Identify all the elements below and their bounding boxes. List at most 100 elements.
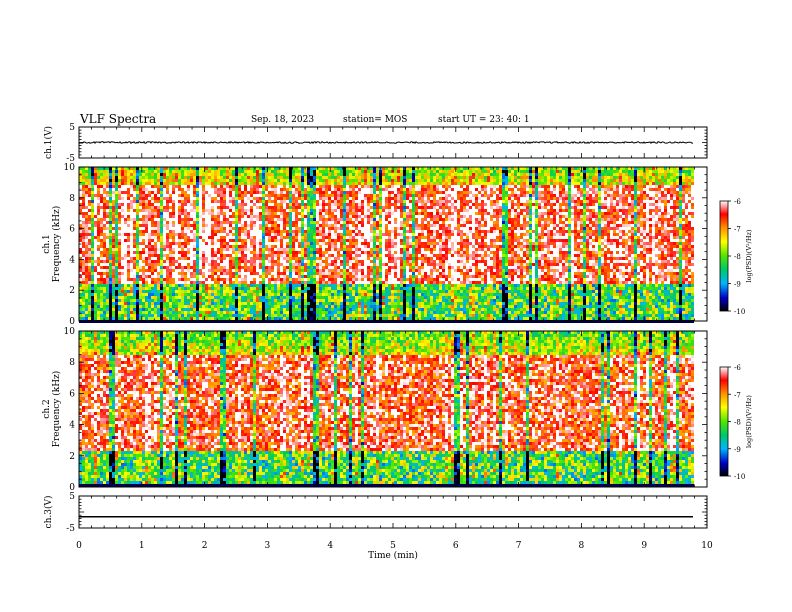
spectrogram-cell <box>187 185 190 188</box>
spectrogram-cell <box>229 287 232 290</box>
spectrogram-cell <box>337 293 340 296</box>
spectrogram-cell <box>181 224 184 227</box>
spectrogram-cell <box>325 302 328 305</box>
spectrogram-cell <box>346 311 349 314</box>
spectrogram-cell <box>118 176 121 179</box>
spectrogram-cell <box>301 263 304 266</box>
spectrogram-cell <box>283 275 286 278</box>
spectrogram-cell <box>151 200 154 203</box>
spectrogram-cell <box>265 275 268 278</box>
spectrogram-cell <box>163 188 166 191</box>
spectrogram-cell <box>337 266 340 269</box>
spectrogram-cell <box>133 272 136 275</box>
spectrogram-cell <box>325 290 328 293</box>
spectrogram-cell <box>340 170 343 173</box>
spectrogram-cell <box>274 173 277 176</box>
spectrogram-cell <box>136 281 139 284</box>
spectrogram-cell <box>310 290 313 293</box>
spectrogram-cell <box>82 230 85 233</box>
spectrogram-cell <box>241 185 244 188</box>
spectrogram-cell <box>163 221 166 224</box>
spectrogram-cell <box>295 254 298 257</box>
spectrogram-cell <box>283 254 286 257</box>
spectrogram-cell <box>127 233 130 236</box>
spectrogram-cell <box>172 167 175 170</box>
spectrogram-cell <box>334 173 337 176</box>
spectrogram-cell <box>199 305 202 308</box>
spectrogram-cell <box>283 317 286 320</box>
spectrogram-cell <box>208 281 211 284</box>
spectrogram-cell <box>343 188 346 191</box>
spectrogram-cell <box>106 284 109 287</box>
spectrogram-cell <box>250 194 253 197</box>
spectrogram-cell <box>127 176 130 179</box>
spectrogram-cell <box>343 245 346 248</box>
spectrogram-cell <box>292 254 295 257</box>
spectrogram-cell <box>202 167 205 170</box>
spectrogram-cell <box>352 200 355 203</box>
spectrogram-cell <box>346 260 349 263</box>
spectrogram-cell <box>304 248 307 251</box>
spectrogram-cell <box>157 167 160 170</box>
spectrogram-cell <box>226 281 229 284</box>
spectrogram-cell <box>238 272 241 275</box>
spectrogram-cell <box>262 185 265 188</box>
spectrogram-cell <box>148 230 151 233</box>
spectrogram-cell <box>292 173 295 176</box>
spectrogram-cell <box>241 278 244 281</box>
spectrogram-cell <box>313 200 316 203</box>
spectrogram-cell <box>169 275 172 278</box>
spectrogram-cell <box>199 290 202 293</box>
spectrogram-cell <box>193 227 196 230</box>
spectrogram-cell <box>115 209 118 212</box>
spectrogram-cell <box>325 182 328 185</box>
spectrogram-cell <box>178 314 181 317</box>
spectrogram-cell <box>313 287 316 290</box>
spectrogram-cell <box>292 197 295 200</box>
spectrogram-cell <box>94 305 97 308</box>
spectrogram-cell <box>139 299 142 302</box>
spectrogram-cell <box>283 239 286 242</box>
spectrogram-cell <box>163 278 166 281</box>
spectrogram-cell <box>133 293 136 296</box>
spectrogram-cell <box>181 233 184 236</box>
spectrogram-cell <box>364 263 367 266</box>
spectrogram-cell <box>160 275 163 278</box>
spectrogram-cell <box>178 233 181 236</box>
spectrogram-cell <box>124 290 127 293</box>
spectrogram-cell <box>103 314 106 317</box>
spectrogram-cell <box>148 221 151 224</box>
spectrogram-cell <box>115 272 118 275</box>
spectrogram-cell <box>160 206 163 209</box>
spectrogram-cell <box>211 245 214 248</box>
spectrogram-cell <box>223 287 226 290</box>
spectrogram-cell <box>364 296 367 299</box>
spectrogram-cell <box>289 227 292 230</box>
spectrogram-cell <box>283 197 286 200</box>
spectrogram-cell <box>211 209 214 212</box>
spectrogram-cell <box>250 308 253 311</box>
spectrogram-cell <box>289 308 292 311</box>
spectrogram-cell <box>145 290 148 293</box>
spectrogram-cell <box>265 167 268 170</box>
spectrogram-cell <box>94 239 97 242</box>
spectrogram-cell <box>187 284 190 287</box>
spectrogram-cell <box>136 278 139 281</box>
spectrogram-cell <box>226 251 229 254</box>
spectrogram-cell <box>202 233 205 236</box>
spectrogram-cell <box>154 209 157 212</box>
spectrogram-cell <box>157 179 160 182</box>
spectrogram-cell <box>355 182 358 185</box>
spectrogram-cell <box>301 290 304 293</box>
spectrogram-cell <box>163 269 166 272</box>
spectrogram-cell <box>316 248 319 251</box>
spectrogram-cell <box>259 305 262 308</box>
spectrogram-cell <box>85 173 88 176</box>
spectrogram-cell <box>352 215 355 218</box>
spectrogram-cell <box>136 287 139 290</box>
spectrogram-cell <box>205 200 208 203</box>
spectrogram-cell <box>328 299 331 302</box>
spectrogram-cell <box>199 284 202 287</box>
spectrogram-cell <box>322 290 325 293</box>
spectrogram-cell <box>232 308 235 311</box>
